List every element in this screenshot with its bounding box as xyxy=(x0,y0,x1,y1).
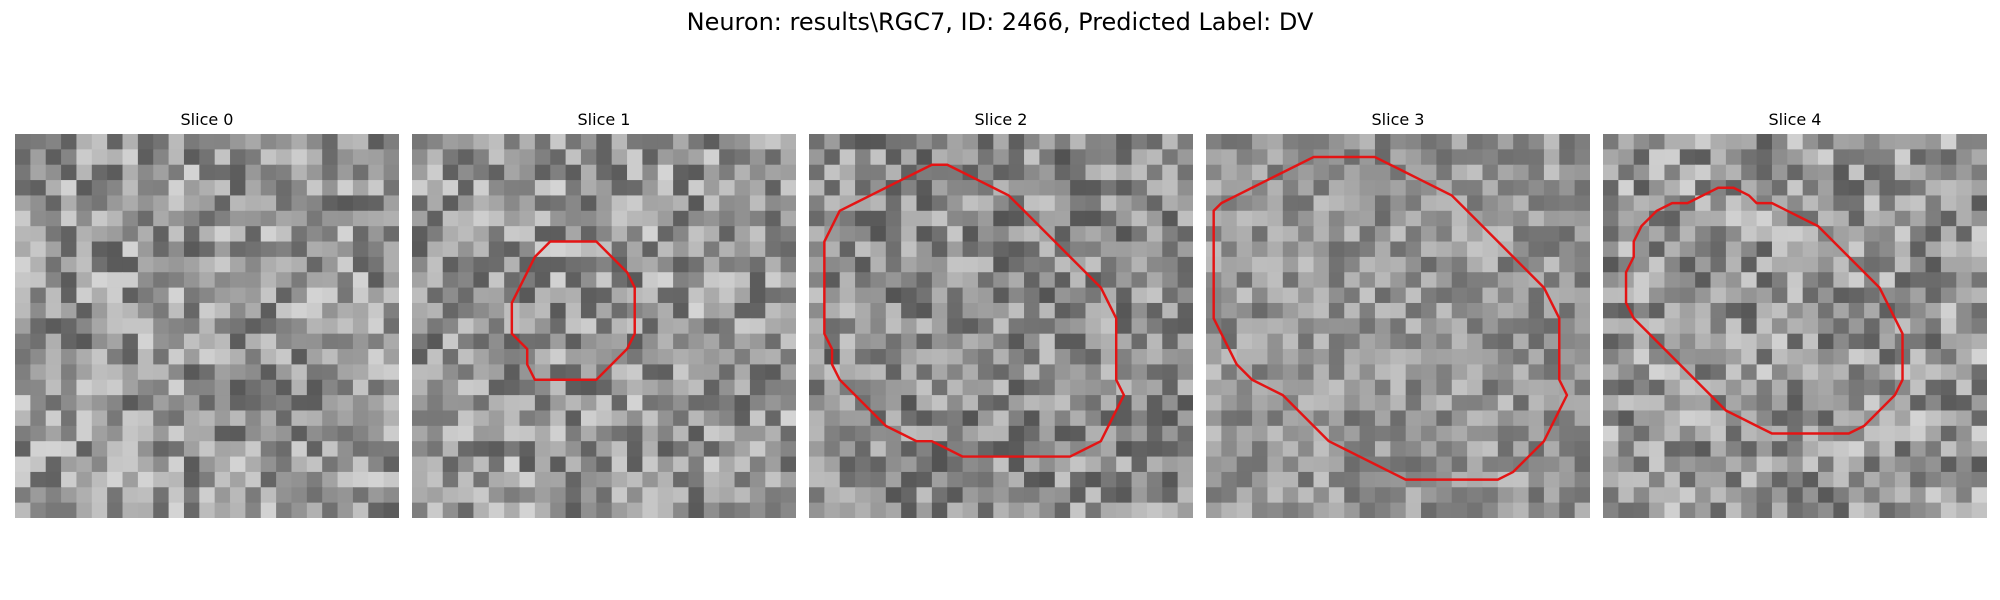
segmentation-contour xyxy=(1624,186,1904,435)
slice-svg-0 xyxy=(15,134,399,518)
slice-title-1: Slice 1 xyxy=(577,110,631,129)
segmentation-contour xyxy=(1212,155,1569,481)
segmentation-contour xyxy=(510,240,636,381)
figure-title: Neuron: results\RGC7, ID: 2466, Predicte… xyxy=(686,8,1314,36)
slice-title-3: Slice 3 xyxy=(1371,110,1425,129)
slice-title-2: Slice 2 xyxy=(974,110,1028,129)
slice-image-0 xyxy=(15,134,399,518)
slice-image-3 xyxy=(1206,134,1590,518)
slice-svg-3 xyxy=(1206,134,1590,518)
slice-panel-3: Slice 3 xyxy=(1206,0,1590,600)
slice-image-1 xyxy=(412,134,796,518)
slice-title-0: Slice 0 xyxy=(180,110,234,129)
slice-svg-2 xyxy=(809,134,1193,518)
slice-panel-1: Slice 1 xyxy=(412,0,796,600)
slice-image-2 xyxy=(809,134,1193,518)
slice-title-4: Slice 4 xyxy=(1768,110,1822,129)
slice-svg-4 xyxy=(1603,134,1987,518)
slice-panel-2: Slice 2 xyxy=(809,0,1193,600)
segmentation-contour xyxy=(823,163,1126,458)
slice-panel-0: Slice 0 xyxy=(15,0,399,600)
slice-panel-4: Slice 4 xyxy=(1603,0,1987,600)
slice-svg-1 xyxy=(412,134,796,518)
slice-image-4 xyxy=(1603,134,1987,518)
